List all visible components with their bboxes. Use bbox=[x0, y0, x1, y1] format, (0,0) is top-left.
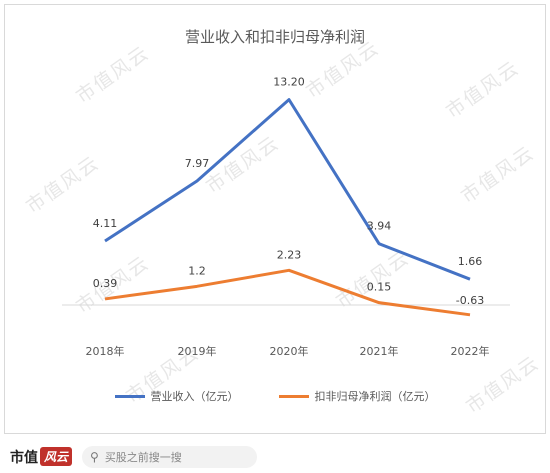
data-label: 3.94 bbox=[367, 220, 392, 233]
footer-bar: 市值 风云 ⚲ 买股之前搜一搜 bbox=[0, 440, 550, 473]
brand-logo[interactable]: 市值 风云 bbox=[10, 447, 73, 467]
chart-title: 营业收入和扣非归母净利润 bbox=[184, 28, 365, 46]
legend-label-revenue: 营业收入（亿元） bbox=[150, 390, 239, 403]
search-box[interactable]: ⚲ 买股之前搜一搜 bbox=[82, 445, 258, 468]
x-tick-label: 2018年 bbox=[86, 344, 125, 358]
search-icon: ⚲ bbox=[90, 449, 99, 464]
legend-item-net-profit: 扣非归母净利润（亿元） bbox=[278, 388, 436, 404]
data-label: 0.39 bbox=[93, 277, 118, 290]
data-label: 1.2 bbox=[188, 264, 206, 277]
data-label: -0.63 bbox=[456, 294, 484, 307]
legend-swatch-net-profit bbox=[278, 394, 309, 398]
x-tick-label: 2019年 bbox=[178, 344, 217, 358]
series-layer bbox=[104, 98, 471, 317]
x-tick-label: 2020年 bbox=[270, 344, 309, 358]
series-line-revenue bbox=[104, 98, 471, 281]
data-label: 1.66 bbox=[458, 255, 483, 268]
x-tick-labels: 2018年 2019年 2020年 2021年 2022年 bbox=[86, 344, 490, 358]
legend-item-revenue: 营业收入（亿元） bbox=[114, 388, 239, 404]
series-line-net-profit bbox=[104, 268, 471, 317]
legend: 营业收入（亿元） 扣非归母净利润（亿元） bbox=[0, 388, 550, 404]
search-placeholder: 买股之前搜一搜 bbox=[104, 450, 182, 464]
data-label: 7.97 bbox=[185, 157, 210, 170]
brand-script: 风云 bbox=[40, 447, 73, 466]
data-label: 4.11 bbox=[93, 217, 118, 230]
data-labels: 4.11 7.97 13.20 3.94 1.66 0.39 1.2 2.23 0.15 -0.6… bbox=[93, 76, 484, 307]
data-label: 2.23 bbox=[277, 248, 302, 261]
chart-frame bbox=[4, 4, 546, 434]
legend-swatch-revenue bbox=[114, 394, 145, 398]
data-label: 0.15 bbox=[367, 281, 392, 294]
legend-label-net-profit: 扣非归母净利润（亿元） bbox=[314, 390, 436, 403]
line-chart: 2018年 2019年 2020年 2021年 2022年 4.11 7.97 13.20 3… bbox=[62, 76, 510, 358]
x-tick-label: 2022年 bbox=[451, 344, 490, 358]
brand-text: 市值 bbox=[10, 449, 38, 466]
data-label: 13.20 bbox=[273, 76, 305, 89]
x-tick-label: 2021年 bbox=[360, 344, 399, 358]
